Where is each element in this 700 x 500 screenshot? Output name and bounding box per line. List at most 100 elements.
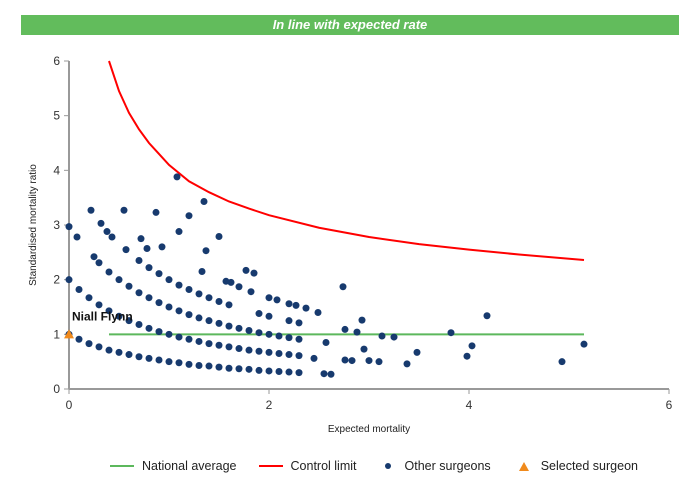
surgeon-point <box>255 310 263 318</box>
surgeon-point <box>205 317 213 325</box>
surgeon-point <box>558 358 566 366</box>
surgeon-point <box>348 357 356 365</box>
surgeon-point <box>242 266 250 274</box>
surgeon-point <box>250 269 258 277</box>
surgeon-point <box>215 341 223 349</box>
surgeon-point <box>205 362 213 370</box>
surgeon-point <box>195 290 203 298</box>
surgeon-point <box>173 173 181 181</box>
x-tick-label: 4 <box>466 398 473 412</box>
status-banner: In line with expected rate <box>21 15 679 35</box>
surgeon-point <box>255 347 263 355</box>
surgeon-point <box>265 312 273 320</box>
surgeon-point <box>73 233 81 241</box>
y-tick-label: 1 <box>53 327 60 341</box>
surgeon-point <box>215 232 223 240</box>
surgeon-point <box>175 333 183 341</box>
surgeon-point <box>227 278 235 286</box>
surgeon-point <box>235 324 243 332</box>
surgeon-point <box>165 276 173 284</box>
surgeon-point <box>285 368 293 376</box>
surgeon-point <box>215 298 223 306</box>
surgeon-point <box>215 319 223 327</box>
selected-surgeon-label: Niall Flynn <box>72 309 133 323</box>
surgeon-point <box>390 333 398 341</box>
surgeon-point <box>155 356 163 364</box>
surgeon-point <box>215 363 223 371</box>
surgeon-point <box>225 301 233 309</box>
surgeon-point <box>125 317 133 325</box>
surgeon-point <box>195 361 203 369</box>
x-tick-label: 6 <box>666 398 673 412</box>
surgeon-point <box>185 212 193 220</box>
surgeon-point <box>353 328 361 336</box>
surgeon-point <box>185 286 193 294</box>
surgeon-point <box>175 281 183 289</box>
surgeon-point <box>339 283 347 291</box>
surgeon-point <box>135 289 143 297</box>
surgeon-point <box>135 257 143 265</box>
surgeon-point <box>175 359 183 367</box>
surgeon-point <box>205 340 213 348</box>
surgeon-point <box>65 223 73 231</box>
surgeon-point <box>327 370 335 378</box>
selected-surgeon-point <box>64 329 74 339</box>
surgeon-point <box>292 301 300 309</box>
surgeon-point <box>115 276 123 284</box>
surgeon-point <box>125 282 133 290</box>
surgeon-point <box>322 339 330 347</box>
surgeon-point <box>245 365 253 373</box>
surgeon-point <box>375 358 383 366</box>
surgeon-point <box>135 353 143 361</box>
legend-selected-surgeon[interactable]: Selected surgeon <box>513 459 638 473</box>
legend-label: Control limit <box>290 459 357 473</box>
line-swatch-icon <box>110 465 134 467</box>
surgeon-point <box>265 367 273 375</box>
legend-label: National average <box>142 459 237 473</box>
surgeon-point <box>225 322 233 330</box>
surgeon-point <box>65 276 73 284</box>
surgeon-point <box>447 329 455 337</box>
legend-other-surgeons[interactable]: Other surgeons <box>379 459 491 473</box>
surgeon-point <box>202 247 210 255</box>
surgeon-point <box>185 335 193 343</box>
surgeon-point <box>85 294 93 302</box>
surgeon-point <box>137 235 145 243</box>
y-tick-label: 5 <box>53 109 60 123</box>
surgeon-point <box>152 208 160 216</box>
surgeon-point <box>463 352 471 360</box>
surgeon-point <box>195 337 203 345</box>
surgeon-point <box>155 328 163 336</box>
surgeon-point <box>378 332 386 340</box>
surgeon-point <box>365 357 373 365</box>
surgeon-point <box>265 294 273 302</box>
x-axis-label: Expected mortality <box>328 424 410 435</box>
surgeon-point <box>247 288 255 296</box>
surgeon-point <box>285 300 293 308</box>
legend-control-limit[interactable]: Control limit <box>258 459 357 473</box>
legend-national-average[interactable]: National average <box>110 459 237 473</box>
surgeon-point <box>105 307 113 315</box>
surgeon-point <box>175 307 183 315</box>
y-tick-label: 2 <box>53 273 60 287</box>
surgeon-point <box>145 324 153 332</box>
surgeon-point <box>245 327 253 335</box>
surgeon-point <box>225 343 233 351</box>
surgeon-point <box>295 335 303 343</box>
surgeon-point <box>360 345 368 353</box>
y-axis-label: Standardised mortality ratio <box>28 164 39 286</box>
y-tick-label: 4 <box>53 163 60 177</box>
surgeon-point <box>105 346 113 354</box>
surgeon-point <box>483 312 491 320</box>
control-limit-line <box>108 60 585 261</box>
surgeon-point <box>265 348 273 356</box>
surgeon-point <box>103 228 111 236</box>
x-tick-label: 0 <box>66 398 73 412</box>
x-tick-label: 2 <box>266 398 273 412</box>
surgeon-point <box>185 360 193 368</box>
surgeon-point <box>175 228 183 236</box>
surgeon-point <box>95 301 103 309</box>
surgeon-point <box>155 270 163 278</box>
surgeon-point <box>125 351 133 359</box>
surgeon-point <box>341 356 349 364</box>
